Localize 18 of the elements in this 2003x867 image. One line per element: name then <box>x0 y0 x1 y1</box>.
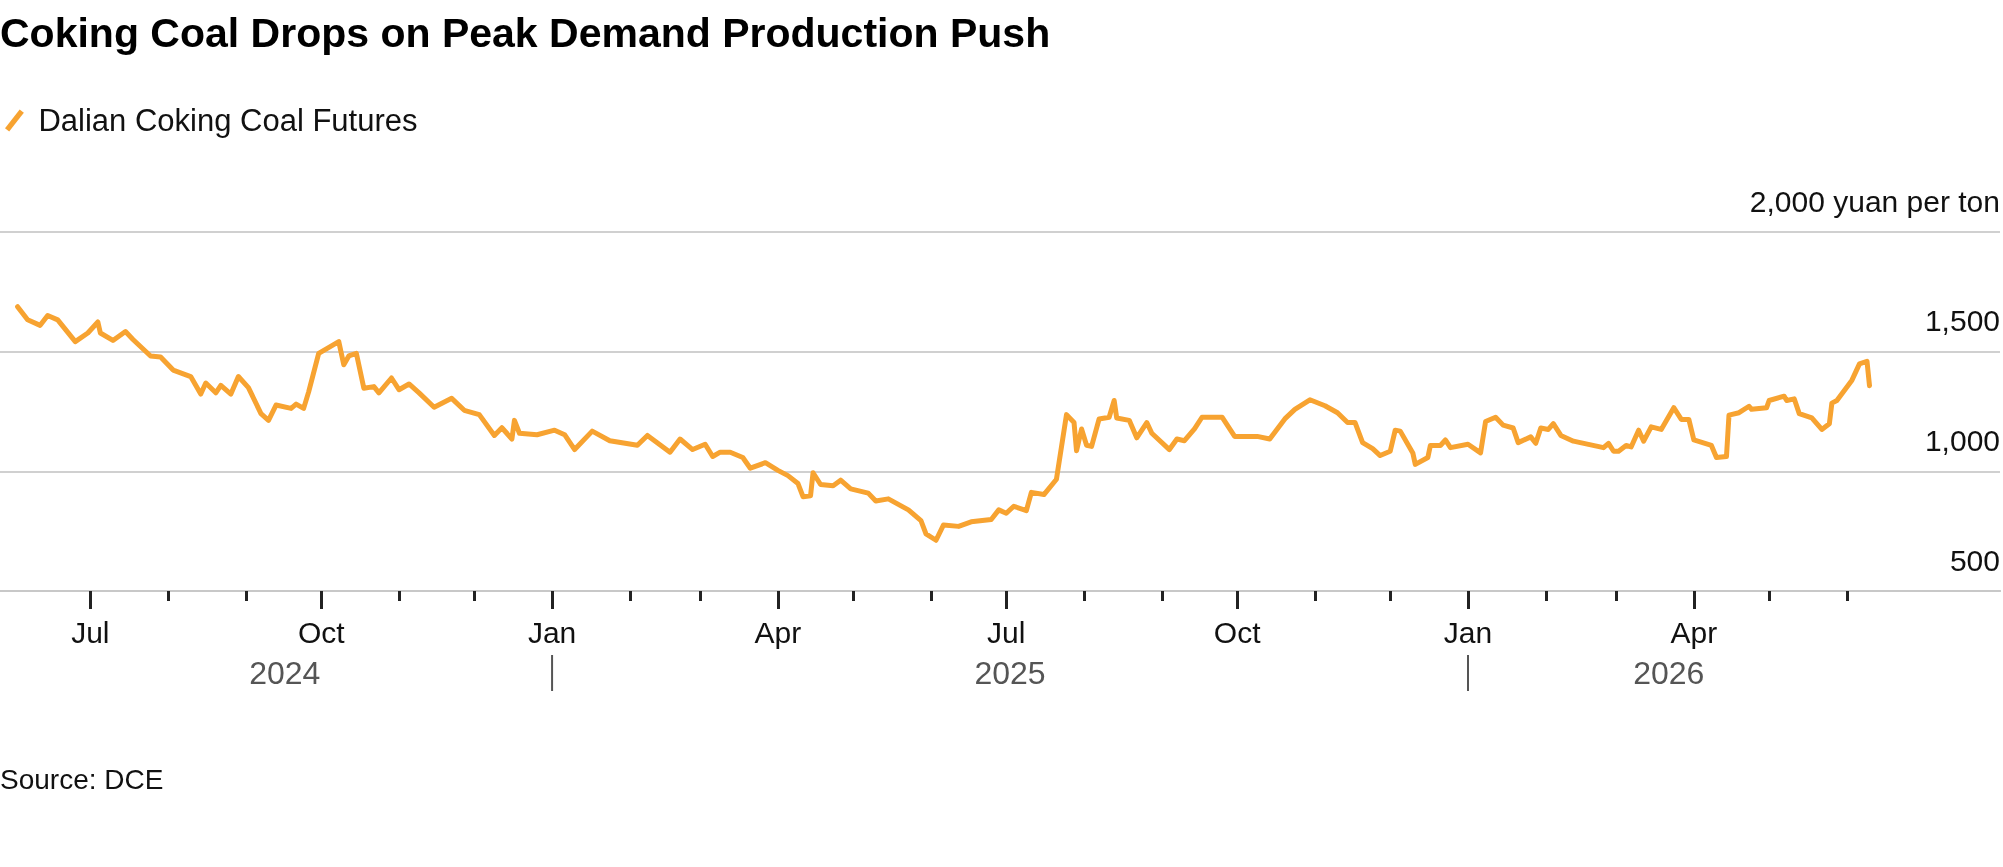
y-tick-label: 500 <box>1949 543 2000 577</box>
y-tick-label: 1,500 <box>1924 304 2000 338</box>
x-tick-label: Jan <box>1443 615 1493 649</box>
y-tick-label: 2,000 yuan per ton <box>1749 184 2000 218</box>
legend-label: Dalian Coking Coal Futures <box>38 103 418 138</box>
y-tick-label: 1,000 <box>1924 423 2000 457</box>
text: 2025 <box>974 655 1046 691</box>
x-tick-label: Jan <box>527 615 577 649</box>
x-tick-label: Oct <box>1213 615 1262 649</box>
chart-title: Coking Coal Drops on Peak Demand Production Push <box>0 9 1051 56</box>
x-tick-label: Jul <box>987 615 1026 649</box>
x-tick-label: Jul <box>71 615 110 649</box>
x-tick-label: Apr <box>1670 615 1718 649</box>
x-tick-label: Apr <box>754 615 802 649</box>
text: 2024 <box>249 655 321 691</box>
x-tick-label: Oct <box>297 615 346 649</box>
source-note: Source: DCE <box>0 763 164 795</box>
text: 2026 <box>1633 655 1705 691</box>
